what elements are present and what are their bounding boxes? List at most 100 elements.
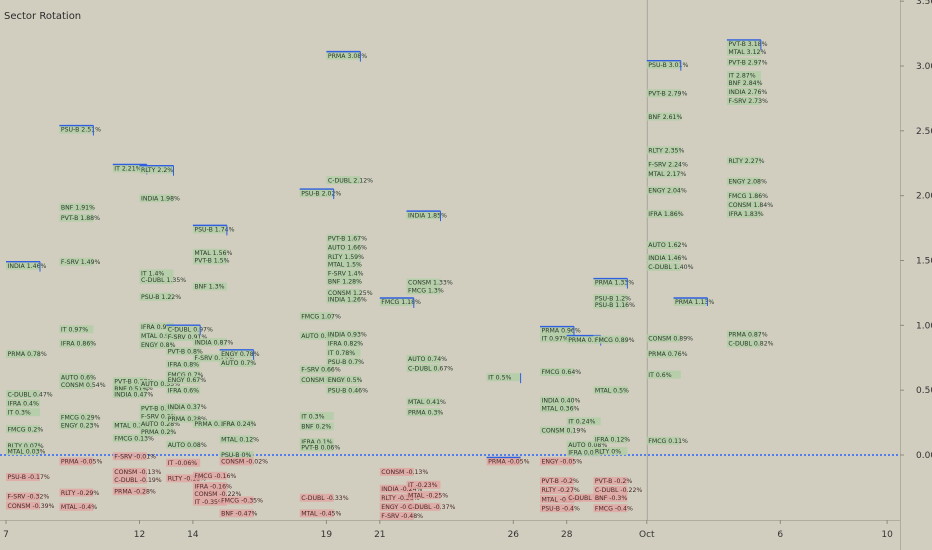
sector-label-text: PSU-B 1.22% (141, 294, 181, 301)
sector-label-item: F-SRV -0.32% (6, 492, 49, 501)
sector-label-item: ENGY 0.67% (166, 375, 206, 384)
sector-label-text: PRMA 0.76% (648, 351, 687, 358)
sector-label-box (726, 78, 761, 87)
sector-label-box (6, 390, 40, 399)
x-tick-label: 7 (3, 530, 9, 540)
sector-label-item: PSU-B -0.4% (540, 504, 580, 512)
sector-label-box (139, 331, 174, 340)
sector-label-item: C-DUBL -0.22% (593, 486, 642, 494)
sector-label-text: ENGY 2.04% (648, 188, 687, 195)
sector-label-text: CONSM 0.54% (61, 382, 106, 389)
sector-label-item: MTAL 0.23% (112, 421, 152, 429)
sector-label-box (166, 370, 201, 379)
sector-label-item: CONSM 0.19% (540, 426, 586, 435)
sector-label-item: ENGY 0.23% (59, 421, 99, 429)
sector-label-item: CONSM 0.54% (59, 380, 106, 389)
sector-label-item: PRMA -0.05% (59, 457, 102, 466)
sector-label-item: FMCG -0.35% (219, 496, 263, 505)
sector-label-box (112, 390, 147, 399)
sector-label-item: F-SRV 1.49% (59, 257, 101, 266)
sector-label-box (139, 404, 174, 413)
sector-label-item: BNF 1.28% (326, 277, 362, 285)
sector-label-text: CONSM 1.33% (408, 280, 453, 287)
sector-label-box (326, 234, 361, 243)
sector-label-item: INDIA 0.37% (166, 403, 207, 411)
sector-label-item: F-SRV 2.24% (646, 160, 688, 169)
sector-label-box (540, 504, 574, 513)
sector-label-item: RLTY 2.27% (726, 156, 765, 165)
sector-label-box (219, 435, 254, 444)
sector-label-item: ENGY 0.78% (219, 349, 260, 358)
sector-label-text: MTAL 0.12% (221, 437, 259, 444)
sector-label-box (726, 58, 761, 67)
sector-label-box (486, 457, 521, 466)
sector-label-item: FMCG 0.64% (540, 368, 581, 376)
sector-label-box (646, 112, 681, 121)
sector-label-box (59, 213, 94, 222)
sector-label-item: C-DUBL 0.97% (166, 324, 213, 333)
sector-label-item: AUTO 0.7% (219, 358, 256, 367)
sector-label-item: PVT-B -0.2% (540, 476, 579, 485)
sector-label-box (646, 186, 681, 195)
sector-label-box (59, 457, 94, 466)
sector-label-item: AUTO 0.08% (166, 440, 207, 449)
sector-label-box (139, 340, 174, 349)
sector-label-text: FMCG 0.29% (61, 415, 101, 422)
sector-label-box (646, 253, 681, 262)
sector-label-box (166, 474, 201, 483)
sector-label-box (593, 300, 628, 309)
sector-label-item: INDIA 0.87% (192, 338, 233, 347)
sector-label-text: F-SRV 0.91% (168, 334, 208, 341)
x-tick-label: 26 (508, 530, 520, 540)
sector-label-text: ENGY 0.8% (141, 342, 176, 349)
sector-label-item: F-SRV -0.01% (112, 452, 156, 460)
sector-label-item: PRMA -0.28% (112, 487, 156, 496)
sector-label-item: IT 0.6% (646, 370, 681, 379)
sector-label-text: MTAL 1.5% (328, 262, 362, 269)
sector-label-item: PRMA 0.76% (646, 349, 688, 358)
sector-label-item: F-SRV 0.91% (166, 333, 207, 341)
sector-label-box (379, 467, 414, 476)
sector-label-item: MTAL -0.45% (299, 509, 341, 518)
sector-label-box (566, 448, 601, 457)
sector-label-box (192, 248, 227, 257)
sector-label-text: FMCG 0.13% (114, 435, 154, 442)
sector-label-text: IT 2.87% (728, 72, 755, 79)
sector-label-box (139, 165, 174, 174)
sector-label-text: PSU-B 0.46% (328, 387, 368, 394)
sector-label-text: IFRA 0.8% (168, 361, 199, 368)
sector-label-text: RLTY -0.28% (381, 495, 419, 502)
sector-label-box (540, 476, 574, 485)
sector-label-text: IFRA 0.24% (221, 421, 256, 428)
sector-label-text: IFRA 0.99% (141, 324, 176, 331)
sector-label-box (406, 502, 441, 511)
sector-label-text: C-DUBL -0.19% (114, 477, 162, 484)
sector-label-box (540, 396, 574, 405)
sector-label-item: MTAL -0.35% (540, 495, 582, 503)
sector-label-item: IFRA 0.99% (139, 322, 176, 331)
sector-label-item: PVT-B 1.5% (192, 256, 230, 265)
sector-label-item: PVT-B 0.06% (299, 443, 340, 451)
sector-label-box (112, 384, 147, 393)
sector-label-text: ENGY 2.08% (728, 179, 767, 186)
sector-label-box (326, 51, 361, 60)
sector-label-box (566, 440, 601, 449)
sector-label-box (192, 338, 227, 347)
sector-label-text: IFRA -0.16% (194, 483, 232, 490)
sector-label-text: BNF -0.3% (595, 495, 627, 502)
sector-label-item: IFRA 0.4% (6, 399, 40, 407)
sector-label-text: IFRA 0.02% (568, 450, 603, 457)
sector-label-item: ENGY 2.04% (646, 186, 687, 195)
sector-label-box (326, 277, 361, 286)
sector-label-text: AUTO 0.28% (141, 421, 180, 428)
sector-label-text: PSU-B 1.16% (595, 302, 635, 309)
sector-label-text: C-DUBL 0.82% (728, 341, 773, 348)
sector-label-text: C-DUBL -0.3% (568, 495, 612, 502)
sector-label-item: PSU-B 1.2% (593, 294, 631, 302)
sector-label-item: PVT-B 1.88% (59, 213, 100, 222)
sector-label-item: PRMA -0.05% (486, 456, 530, 466)
price-scale-panel[interactable] (900, 0, 932, 550)
sector-label-box (406, 491, 441, 500)
sector-label-box (139, 322, 174, 331)
